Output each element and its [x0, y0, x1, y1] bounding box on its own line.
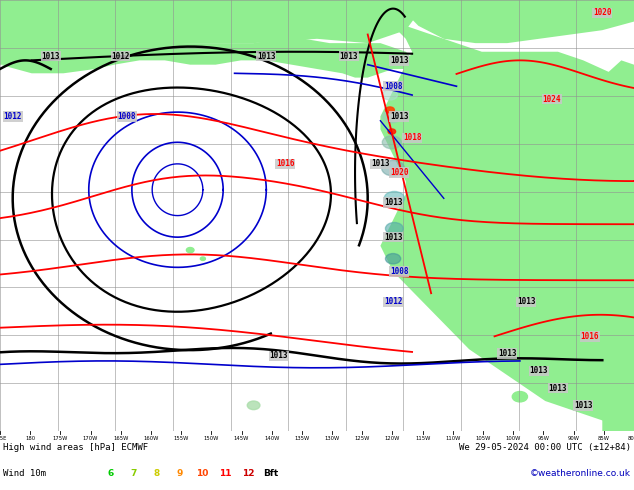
Circle shape — [200, 257, 205, 261]
Text: 1012: 1012 — [384, 297, 403, 306]
Text: 165W: 165W — [113, 436, 129, 441]
Circle shape — [385, 253, 401, 264]
Text: 1013: 1013 — [548, 384, 567, 392]
Text: 1016: 1016 — [580, 332, 599, 341]
Text: 1013: 1013 — [339, 51, 358, 61]
Text: 150W: 150W — [204, 436, 219, 441]
Text: 1008: 1008 — [117, 112, 136, 121]
Text: 145W: 145W — [234, 436, 249, 441]
Circle shape — [382, 90, 398, 100]
Text: 1013: 1013 — [574, 401, 593, 410]
Circle shape — [382, 160, 404, 176]
Text: 7: 7 — [131, 469, 137, 478]
Text: 1013: 1013 — [371, 159, 390, 169]
Text: 1013: 1013 — [257, 51, 276, 61]
Text: 1012: 1012 — [111, 51, 130, 61]
Text: 175W: 175W — [53, 436, 68, 441]
Text: 1013: 1013 — [390, 112, 409, 121]
Circle shape — [385, 107, 394, 113]
Circle shape — [382, 136, 401, 149]
Circle shape — [385, 222, 403, 235]
Text: 85W: 85W — [598, 436, 610, 441]
Polygon shape — [380, 26, 634, 431]
Circle shape — [382, 110, 401, 123]
Text: 1020: 1020 — [593, 8, 612, 18]
Text: 1008: 1008 — [390, 267, 409, 276]
Polygon shape — [0, 39, 418, 77]
Text: 120W: 120W — [385, 436, 400, 441]
Text: 90W: 90W — [567, 436, 579, 441]
Polygon shape — [0, 0, 418, 65]
Text: 1016: 1016 — [276, 159, 295, 169]
Text: 1013: 1013 — [517, 297, 536, 306]
Text: 110W: 110W — [445, 436, 460, 441]
Text: 80W: 80W — [628, 436, 634, 441]
Text: 8: 8 — [153, 469, 160, 478]
Text: 6: 6 — [108, 469, 114, 478]
Text: 1012: 1012 — [3, 112, 22, 121]
Text: Wind 10m: Wind 10m — [3, 469, 46, 478]
Text: 1024: 1024 — [542, 95, 561, 104]
Text: 135W: 135W — [294, 436, 309, 441]
Text: 1013: 1013 — [384, 233, 403, 242]
Text: 1013: 1013 — [390, 56, 409, 65]
Text: 130W: 130W — [325, 436, 340, 441]
Polygon shape — [393, 0, 634, 43]
Text: 100W: 100W — [505, 436, 521, 441]
Text: 105W: 105W — [476, 436, 491, 441]
Text: 9: 9 — [176, 469, 183, 478]
Text: 155W: 155W — [174, 436, 189, 441]
Text: 115W: 115W — [415, 436, 430, 441]
Text: 125W: 125W — [354, 436, 370, 441]
Text: 11: 11 — [219, 469, 231, 478]
Circle shape — [384, 192, 404, 205]
Text: 1013: 1013 — [529, 367, 548, 375]
Text: 140W: 140W — [264, 436, 280, 441]
Circle shape — [388, 129, 396, 134]
Text: 95W: 95W — [538, 436, 550, 441]
Text: 170W: 170W — [83, 436, 98, 441]
Text: 1013: 1013 — [384, 198, 403, 207]
Text: 1013: 1013 — [269, 351, 288, 360]
Polygon shape — [602, 60, 634, 108]
Text: 160W: 160W — [143, 436, 158, 441]
Text: 180: 180 — [25, 436, 36, 441]
Text: 1020: 1020 — [390, 168, 409, 177]
Text: 1013: 1013 — [498, 349, 517, 358]
Text: 1018: 1018 — [403, 133, 422, 143]
Text: 1008: 1008 — [384, 82, 403, 91]
Text: We 29-05-2024 00:00 UTC (±12+84): We 29-05-2024 00:00 UTC (±12+84) — [459, 443, 631, 452]
Circle shape — [186, 247, 194, 253]
Text: ©weatheronline.co.uk: ©weatheronline.co.uk — [530, 469, 631, 478]
Circle shape — [247, 401, 260, 410]
Polygon shape — [602, 302, 634, 431]
Text: 1013: 1013 — [41, 51, 60, 61]
Text: 10: 10 — [196, 469, 209, 478]
Text: 12: 12 — [242, 469, 254, 478]
Text: Bft: Bft — [263, 469, 278, 478]
Text: 175E: 175E — [0, 436, 7, 441]
Text: High wind areas [hPa] ECMWF: High wind areas [hPa] ECMWF — [3, 443, 148, 452]
Circle shape — [512, 392, 527, 402]
Polygon shape — [0, 0, 63, 65]
